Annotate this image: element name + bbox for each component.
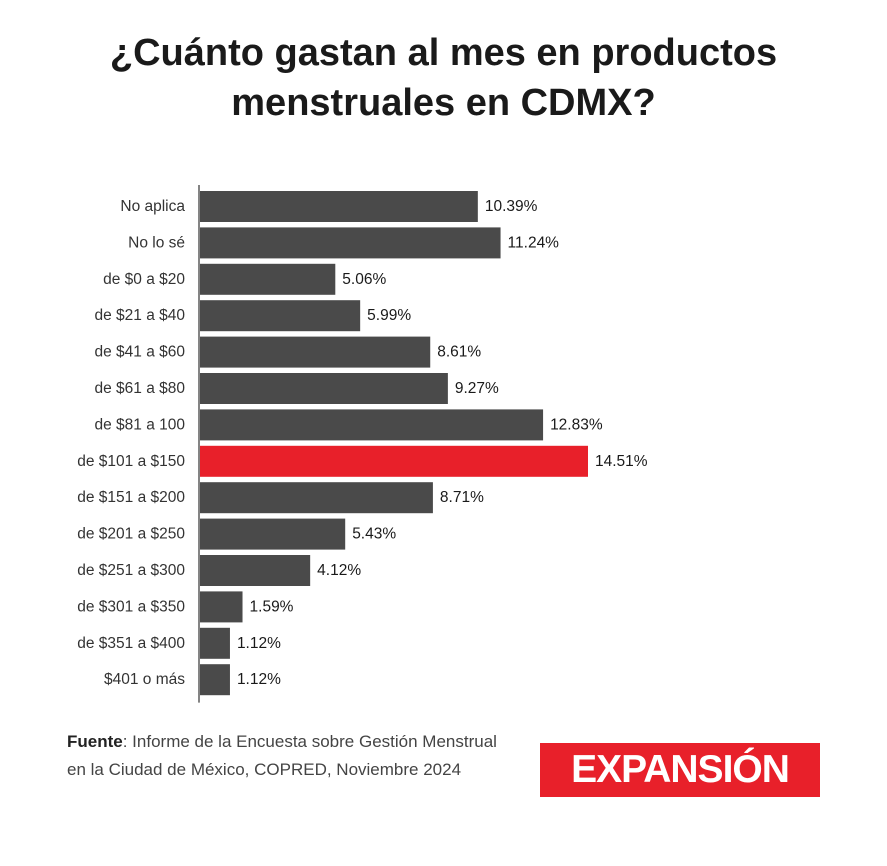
chart-title: ¿Cuánto gastan al mes en productos menst… xyxy=(0,28,887,128)
category-label-12: de $351 a $400 xyxy=(77,635,185,652)
bar-11 xyxy=(200,591,243,623)
category-label-8: de $151 a $200 xyxy=(77,489,185,506)
bar-6 xyxy=(200,409,544,441)
value-label-3: 5.99% xyxy=(367,307,411,324)
bar-9 xyxy=(200,518,346,550)
category-label-10: de $251 a $300 xyxy=(77,562,185,579)
chart-title-line-1: ¿Cuánto gastan al mes en productos xyxy=(109,32,778,74)
category-label-3: de $21 a $40 xyxy=(94,307,185,324)
value-label-8: 8.71% xyxy=(440,489,484,506)
value-label-10: 4.12% xyxy=(317,562,361,579)
category-label-4: de $41 a $60 xyxy=(94,344,185,361)
source-label: Fuente xyxy=(67,732,123,751)
value-label-0: 10.39% xyxy=(485,198,538,215)
bar-13 xyxy=(200,664,230,696)
bar-1 xyxy=(200,227,501,259)
category-label-5: de $61 a $80 xyxy=(94,380,185,397)
category-label-9: de $201 a $250 xyxy=(77,526,185,543)
value-label-1: 11.24% xyxy=(508,234,560,251)
value-label-5: 9.27% xyxy=(455,380,499,397)
bar-0 xyxy=(200,191,478,222)
bar-10 xyxy=(200,555,311,586)
bar-4 xyxy=(200,336,431,368)
bar-8 xyxy=(200,482,433,514)
value-label-2: 5.06% xyxy=(342,271,386,288)
category-label-0: No aplica xyxy=(120,198,185,215)
bar-2 xyxy=(200,263,336,295)
category-label-11: de $301 a $350 xyxy=(77,598,185,615)
category-label-2: de $0 a $20 xyxy=(103,271,185,288)
value-label-4: 8.61% xyxy=(437,344,481,361)
value-label-13: 1.12% xyxy=(237,671,281,688)
category-label-6: de $81 a 100 xyxy=(94,416,185,433)
bar-5 xyxy=(200,373,448,404)
bar-12 xyxy=(200,627,230,659)
expansion-logo: EXPANSIÓN xyxy=(540,743,820,797)
value-label-7: 14.51% xyxy=(595,453,648,470)
value-label-11: 1.59% xyxy=(250,598,294,615)
category-label-13: $401 o más xyxy=(104,671,185,688)
value-label-6: 12.83% xyxy=(550,416,603,433)
chart-title-line-2: menstruales en CDMX? xyxy=(231,82,656,124)
value-label-12: 1.12% xyxy=(237,635,281,652)
bar-7 xyxy=(200,445,588,477)
value-label-9: 5.43% xyxy=(352,526,396,543)
source-note: Fuente: Informe de la Encuesta sobre Ges… xyxy=(67,728,497,784)
source-text: : Informe de la Encuesta sobre Gestión M… xyxy=(67,732,497,779)
bar-chart: No aplica 10.39% No lo sé 11.24% de $0 a $20… xyxy=(77,185,648,703)
category-label-1: No lo sé xyxy=(128,234,185,251)
logo-text: EXPANSIÓN xyxy=(571,748,790,791)
category-label-7: de $101 a $150 xyxy=(77,453,185,470)
bar-3 xyxy=(200,300,361,332)
